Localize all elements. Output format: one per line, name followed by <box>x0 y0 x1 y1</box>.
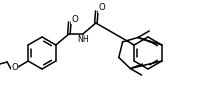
Text: O: O <box>99 3 105 13</box>
Text: NH: NH <box>77 36 89 45</box>
Text: O: O <box>71 15 78 24</box>
Text: O: O <box>11 63 18 73</box>
